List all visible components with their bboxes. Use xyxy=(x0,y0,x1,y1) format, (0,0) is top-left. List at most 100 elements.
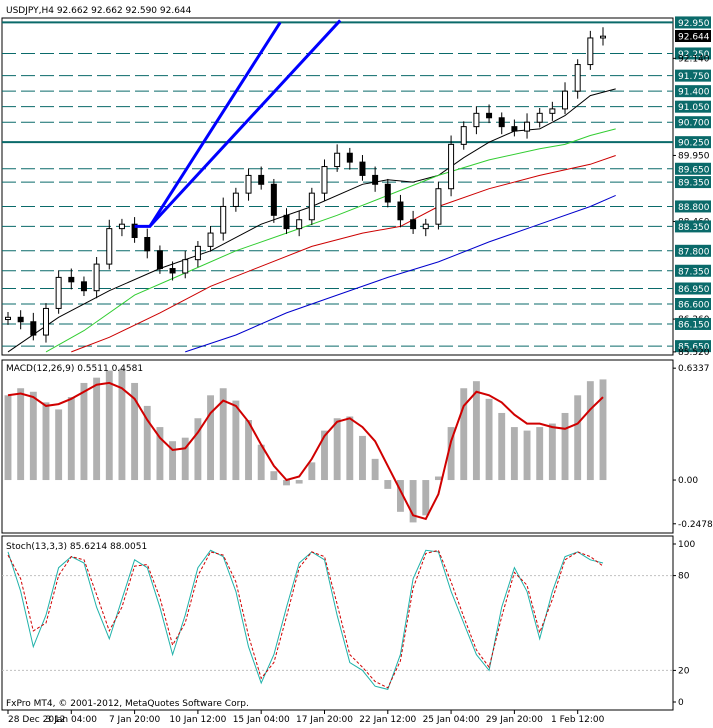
time-tick-label: 25 Jan 04:00 xyxy=(423,715,480,725)
macd-histogram-bar xyxy=(105,370,113,481)
candle-body xyxy=(131,223,138,238)
candle-body xyxy=(587,37,594,66)
candle-body xyxy=(207,232,214,247)
macd-histogram-bar xyxy=(599,379,607,481)
macd-histogram-bar xyxy=(472,381,480,481)
stoch-tick-label: 80 xyxy=(678,572,690,582)
level-price-box xyxy=(675,298,711,311)
macd-histogram-bar xyxy=(257,444,265,481)
candle-body xyxy=(169,268,176,274)
time-tick-label: 22 Jan 12:00 xyxy=(359,715,416,725)
macd-histogram-bar xyxy=(536,427,544,481)
time-tick-label: 28 Dec 2012 xyxy=(8,715,66,725)
macd-histogram-bar xyxy=(283,480,290,486)
macd-histogram-bar xyxy=(548,423,556,481)
candle-body xyxy=(321,166,328,194)
candle-body xyxy=(118,223,125,230)
price-tick-label: 86.950 xyxy=(678,285,710,295)
candle-body xyxy=(524,121,531,132)
macd-histogram-bar xyxy=(207,395,214,481)
macd-panel[interactable]: 0.6337 0.00 -0.2478 xyxy=(1,359,713,534)
candle-body xyxy=(232,192,239,207)
price-tick-label: 89.950 xyxy=(678,151,710,161)
candle-body xyxy=(448,143,455,190)
time-tick-label: 17 Jan 20:00 xyxy=(296,715,353,725)
level-price-box xyxy=(675,264,711,277)
macd-signal-line xyxy=(7,381,604,521)
trendline-extension xyxy=(148,19,342,228)
macd-histogram-bar xyxy=(523,430,531,481)
candle-body xyxy=(600,35,606,39)
price-tick-label: 92.250 xyxy=(678,50,710,60)
macd-histogram-bar xyxy=(574,395,582,481)
price-tick-label: 86.600 xyxy=(678,301,710,311)
macd-histogram-bar xyxy=(143,405,151,481)
candle-body xyxy=(30,321,37,336)
candle-body xyxy=(93,263,100,292)
macd-histogram-bar xyxy=(321,430,328,481)
price-tick-label: 90.250 xyxy=(678,139,710,149)
price-tick-label: 90.700 xyxy=(678,119,710,129)
level-price-box xyxy=(675,162,711,175)
price-tick-label: 85.520 xyxy=(678,348,710,358)
candle-body xyxy=(346,152,353,163)
candle-body xyxy=(106,228,113,265)
level-price-box xyxy=(675,244,711,257)
panel-frame xyxy=(1,535,674,711)
price-tick-label: 91.400 xyxy=(678,88,710,98)
candle-body xyxy=(473,112,480,128)
candle-body xyxy=(80,281,87,292)
macd-histogram-bar xyxy=(131,382,139,481)
time-tick-label: 3 Jan 04:00 xyxy=(46,715,98,725)
macd-histogram-bar xyxy=(245,420,252,481)
level-price-box xyxy=(675,176,711,189)
macd-histogram-bar xyxy=(561,412,569,481)
macd-histogram-bar xyxy=(42,402,50,481)
macd-histogram-bar xyxy=(498,412,506,481)
current-price-box xyxy=(675,30,711,43)
price-tick-label: 92.140 xyxy=(678,54,710,64)
candle-body xyxy=(156,250,163,270)
candle-body xyxy=(574,64,581,92)
macd-tick-label: -0.2478 xyxy=(678,520,713,530)
time-tick-label: 10 Jan 12:00 xyxy=(169,715,226,725)
macd-histogram-bar xyxy=(434,476,442,481)
macd-histogram-bar xyxy=(384,480,392,489)
level-price-box xyxy=(675,200,711,213)
stochastic-panel[interactable]: 100 80 20 0 xyxy=(1,535,695,711)
macd-histogram-bar xyxy=(447,427,455,481)
macd-histogram-bar xyxy=(118,368,126,481)
candle-body xyxy=(549,108,556,114)
macd-histogram-bar xyxy=(346,416,354,481)
macd-histogram-bar xyxy=(55,409,63,481)
candle-body xyxy=(270,183,277,216)
macd-histogram-bar xyxy=(232,400,240,481)
level-price-box xyxy=(675,16,711,29)
moving-average-line xyxy=(185,194,616,353)
candle-body xyxy=(410,219,417,230)
macd-histogram-bar xyxy=(67,397,75,481)
candle-body xyxy=(397,201,404,221)
panel-frame xyxy=(1,359,674,534)
panel-frame xyxy=(1,17,674,356)
stoch-signal-line xyxy=(7,549,604,689)
moving-average-line xyxy=(45,128,616,353)
macd-histogram-bar xyxy=(29,391,37,481)
candle-body xyxy=(460,126,467,145)
macd-histogram-bar xyxy=(270,471,278,481)
macd-histogram-bar xyxy=(510,427,518,481)
candle-body xyxy=(435,188,442,225)
macd-histogram-bar xyxy=(371,458,379,481)
time-tick-label: 15 Jan 04:00 xyxy=(233,715,290,725)
candle-body xyxy=(536,112,543,123)
macd-histogram-bar xyxy=(219,388,227,481)
macd-histogram-bar xyxy=(4,395,12,481)
candle-body xyxy=(486,112,493,119)
macd-histogram-bar xyxy=(308,462,316,481)
candle-body xyxy=(296,219,303,230)
candle-body xyxy=(384,183,391,203)
price-tick-label: 88.350 xyxy=(678,223,710,233)
